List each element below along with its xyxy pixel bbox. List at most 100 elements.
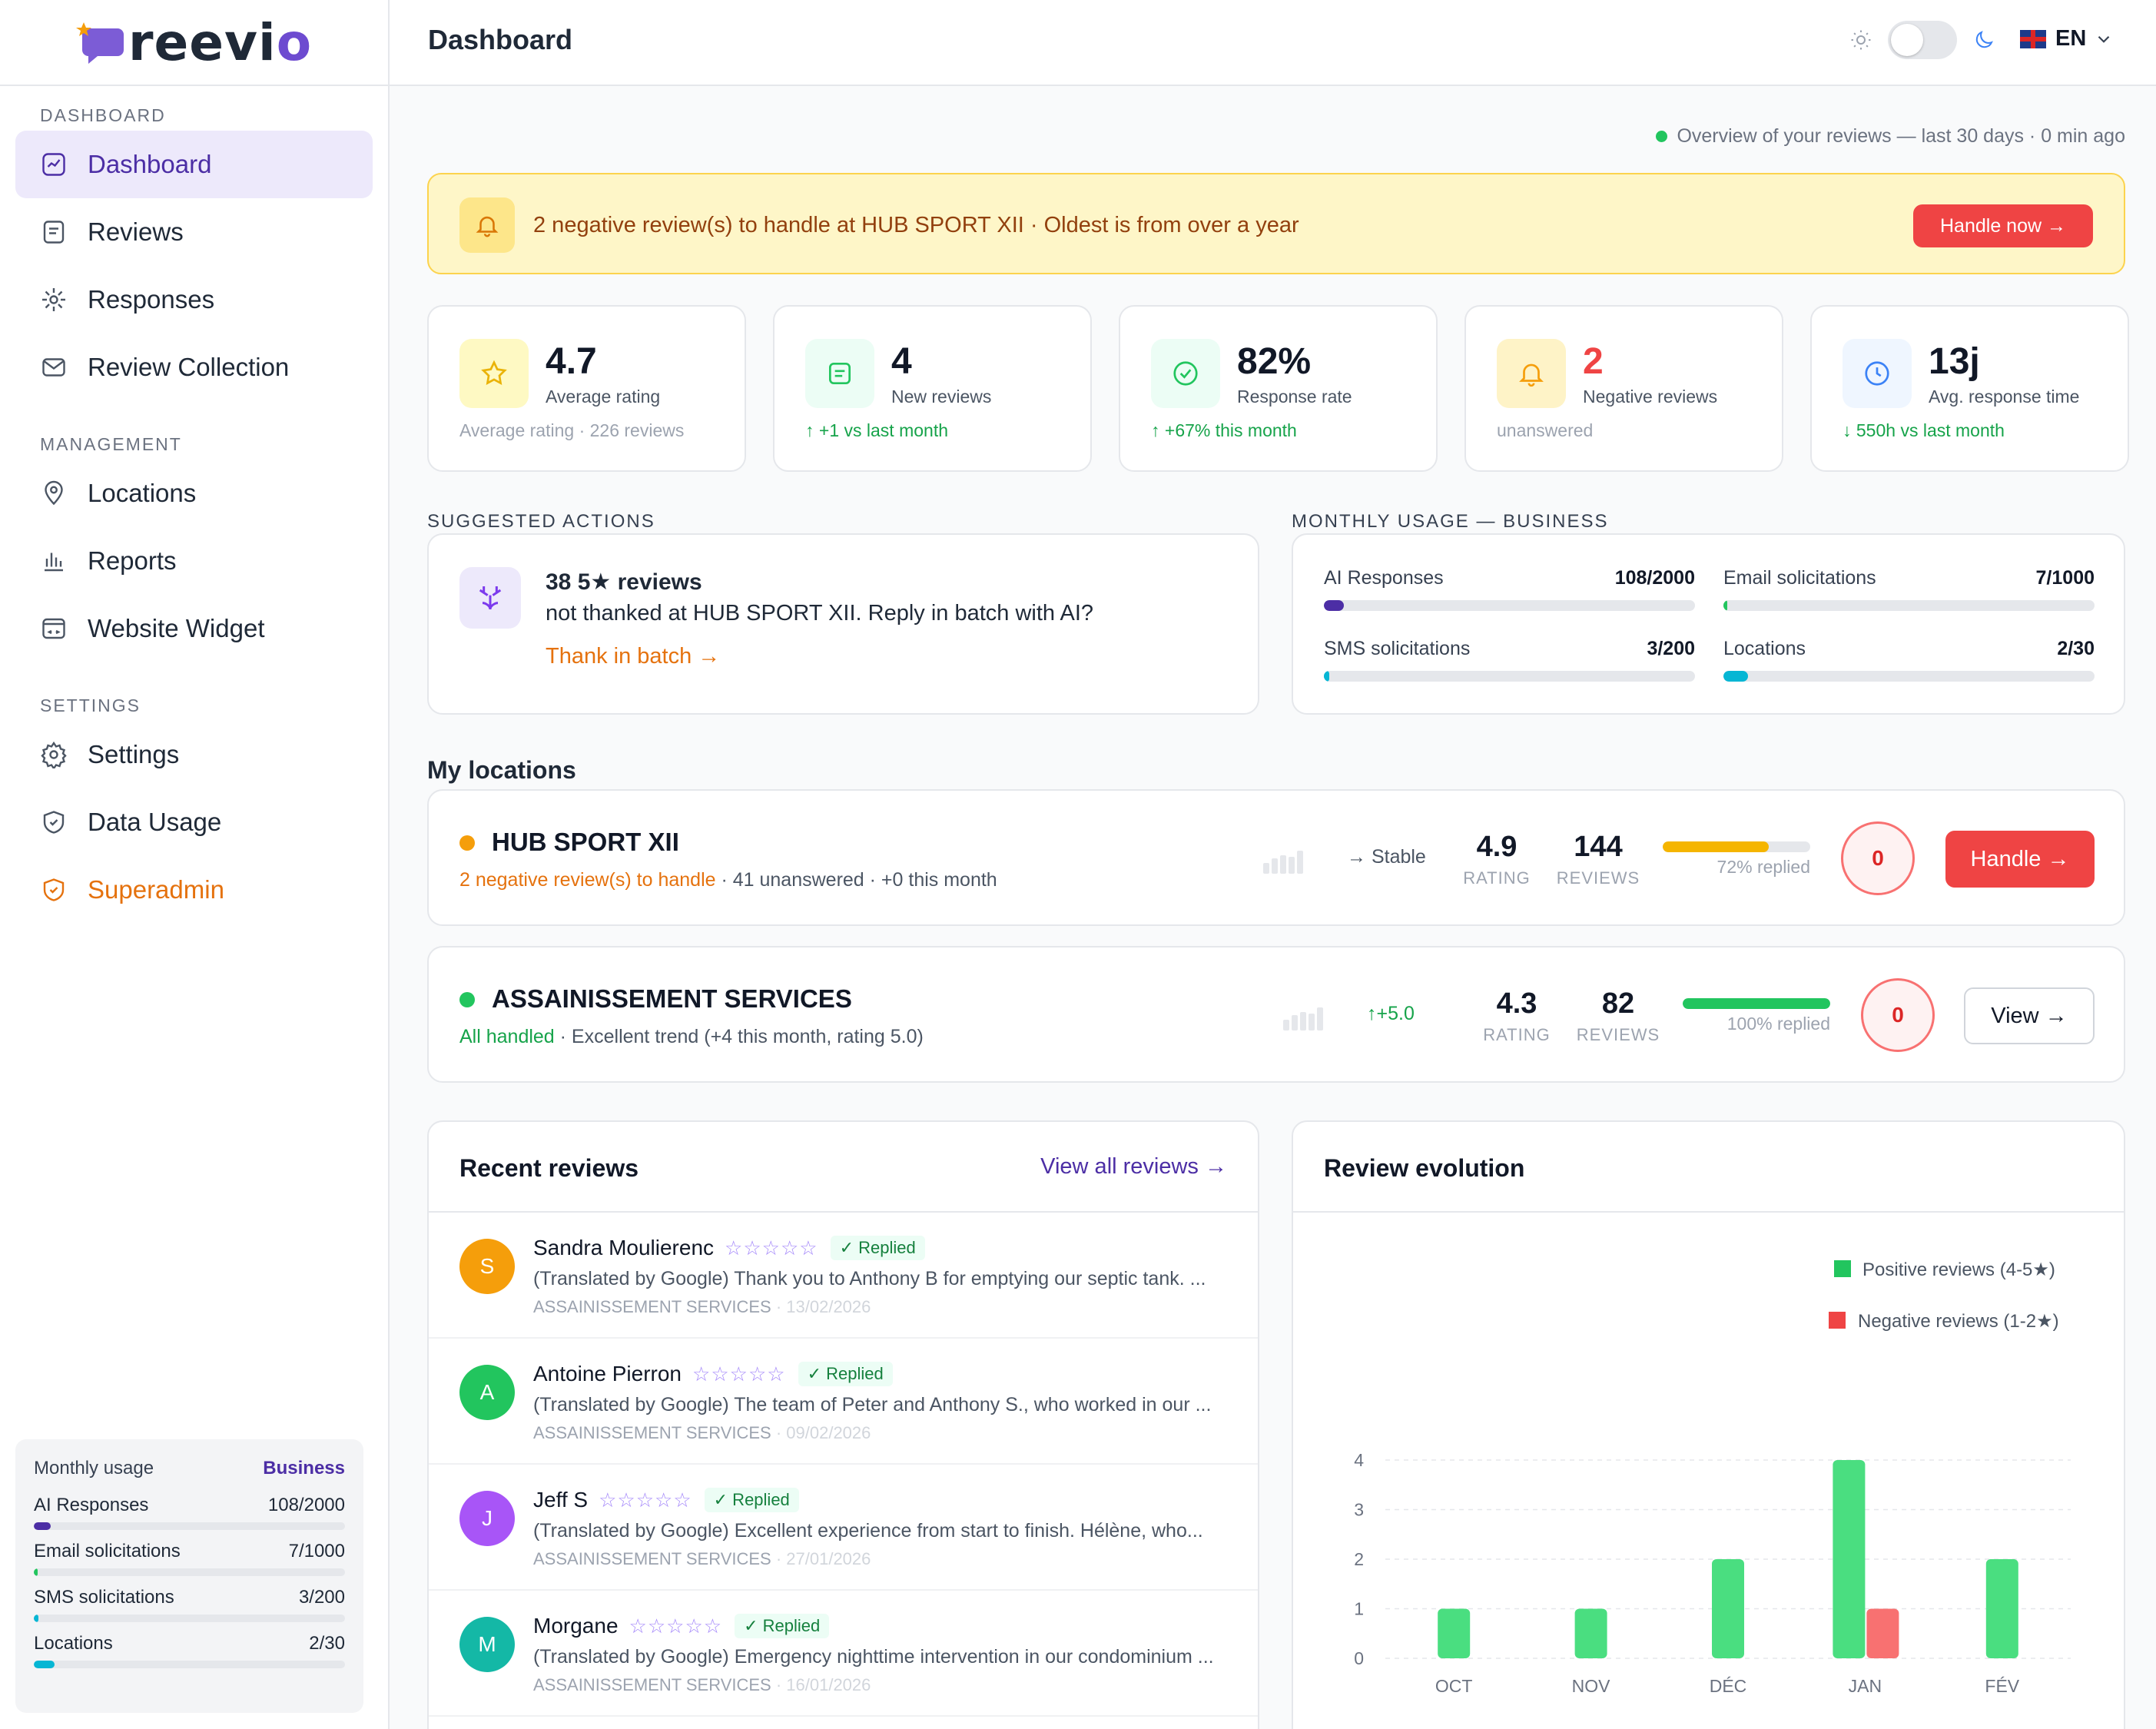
usage-fill [34, 1615, 39, 1622]
stat-value: 82% [1237, 341, 1312, 382]
stat-label: Avg. response time [1929, 387, 2080, 407]
usage-label: AI Responses [34, 1495, 149, 1515]
pending-count-badge[interactable]: 0 [1861, 978, 1935, 1052]
stat-card-negative-reviews[interactable]: 2 Negative reviews unanswered [1464, 305, 1783, 472]
location-detail: · 41 unanswered · +0 this month [715, 869, 997, 891]
location-card[interactable]: ASSAINISSEMENT SERVICES All handled · Exc… [427, 946, 2125, 1083]
review-row[interactable]: S Sandra Moulierenc ☆☆☆☆☆ ✓ Replied (Transla… [429, 1213, 1258, 1339]
nav-section-settings: SETTINGS [40, 695, 141, 715]
review-row[interactable]: A Antoine Pierron ☆☆☆☆☆ ✓ Replied (Translate… [429, 1339, 1258, 1465]
stat-label: Response rate [1237, 387, 1352, 407]
rating-metric: 4.3 RATING [1478, 987, 1555, 1045]
trend-sparkline-icon [1283, 1004, 1325, 1030]
sidebar-nav: DASHBOARD Dashboard Reviews Responses Review… [0, 86, 388, 924]
bar-negative-jan[interactable] [1866, 1608, 1899, 1659]
usage-label: Locations [34, 1633, 113, 1654]
theme-switcher [1849, 21, 1995, 59]
stat-value: 4.7 [546, 341, 597, 382]
page-title: Dashboard [428, 24, 573, 55]
handle-button[interactable]: Handle → [1945, 831, 2095, 888]
replied-progress [1683, 998, 1830, 1009]
reviews-icon [43, 221, 65, 244]
review-row[interactable]: M Morgane ☆☆☆☆☆ ✓ Replied (Translated by Goo… [429, 1591, 1258, 1717]
x-tick-label: JAN [1849, 1676, 1882, 1696]
sidebar-item-settings[interactable]: Settings [15, 721, 373, 788]
review-text: (Translated by Google) Excellent experie… [533, 1520, 1203, 1541]
usage-meter: SMS solicitations 3/200 [1324, 638, 1695, 682]
topbar: Dashboard EN [390, 0, 2156, 86]
stat-card-response-rate[interactable]: 82% Response rate ↑ +67% this month [1119, 305, 1438, 472]
thank-in-batch-link[interactable]: Thank in batch → [546, 644, 721, 669]
sidebar-item-reviews[interactable]: Reviews [15, 198, 373, 266]
language-code: EN [2055, 26, 2087, 51]
sidebar-item-label: Reports [88, 546, 177, 575]
y-tick-label: 0 [1354, 1648, 1364, 1668]
status-dot-icon [459, 835, 475, 851]
sidebar-item-locations[interactable]: Locations [15, 460, 373, 527]
location-summary: 2 negative review(s) to handle · 41 unan… [459, 869, 997, 891]
stat-value: 13j [1929, 341, 1980, 382]
location-status: All handled [459, 1026, 555, 1047]
usage-row: Locations 2/30 [34, 1633, 345, 1654]
usage-plan[interactable]: Business [263, 1458, 345, 1478]
negative-review-alert: 2 negative review(s) to handle at HUB SP… [427, 173, 2125, 274]
pending-count-badge[interactable]: 0 [1841, 821, 1915, 895]
location-card[interactable]: HUB SPORT XII 2 negative review(s) to han… [427, 789, 2125, 926]
y-tick-label: 3 [1354, 1500, 1364, 1520]
review-date: · 27/01/2026 [775, 1549, 871, 1568]
avatar: A [459, 1365, 515, 1420]
review-date: · 13/02/2026 [775, 1297, 871, 1316]
reviewer-line: Jeff S ☆☆☆☆☆ ✓ Replied [533, 1488, 799, 1512]
legend-label: Positive reviews (4-5★) [1862, 1259, 2055, 1280]
bar-positive-déc[interactable] [1712, 1559, 1744, 1658]
trend-label: → Stable [1347, 846, 1426, 868]
stat-card-average-rating[interactable]: 4.7 Average rating Average rating · 226 re… [427, 305, 746, 472]
review-row[interactable]: J Jeff S ☆☆☆☆☆ ✓ Replied (Translated by Goog… [429, 1465, 1258, 1591]
theme-toggle[interactable] [1888, 21, 1957, 59]
monthly-usage-label: MONTHLY USAGE — BUSINESS [1292, 511, 1609, 532]
bar-positive-nov[interactable] [1574, 1608, 1607, 1659]
sidebar-item-website-widget[interactable]: Website Widget [15, 595, 373, 662]
moon-icon [1975, 31, 1993, 48]
bell-icon [459, 197, 515, 253]
responses-icon [42, 288, 65, 311]
rating-label: RATING [1483, 1025, 1551, 1044]
handle-now-button[interactable]: Handle now → [1913, 204, 2093, 247]
bar-positive-oct[interactable] [1438, 1608, 1471, 1659]
replied-fill [1683, 998, 1830, 1009]
bar-chart-icon [45, 553, 63, 572]
review-location: ASSAINISSEMENT SERVICES [533, 1549, 776, 1568]
usage-fill [1324, 600, 1345, 611]
stat-card-avg-response-time[interactable]: 13j Avg. response time ↓ 550h vs last mont… [1810, 305, 2129, 472]
trend-label: ↑+5.0 [1367, 1003, 1415, 1024]
view-all-reviews-link[interactable]: View all reviews → [1040, 1154, 1227, 1179]
message-icon [805, 339, 874, 408]
usage-meter: AI Responses 108/2000 [1324, 567, 1695, 611]
view-button[interactable]: View → [1964, 987, 2095, 1044]
sidebar-item-reports[interactable]: Reports [15, 527, 373, 595]
sidebar-item-responses[interactable]: Responses [15, 266, 373, 334]
sidebar-item-dashboard[interactable]: Dashboard [15, 131, 373, 198]
review-text: (Translated by Google) Thank you to Anth… [533, 1268, 1206, 1289]
logo[interactable]: reevio [0, 0, 388, 86]
language-selector[interactable]: EN [2020, 26, 2114, 51]
suggested-title: 38 5★ reviews [546, 569, 702, 595]
stat-subtext: Average rating · 226 reviews [459, 420, 685, 440]
my-locations-title: My locations [427, 756, 576, 784]
sidebar-item-superadmin[interactable]: Superadmin [15, 856, 373, 924]
sidebar-item-data-usage[interactable]: Data Usage [15, 788, 373, 856]
usage-row: SMS solicitations 3/200 [34, 1587, 345, 1608]
sidebar-item-review-collection[interactable]: Review Collection [15, 334, 373, 401]
location-status: 2 negative review(s) to handle [459, 869, 716, 891]
usage-label: AI Responses [1324, 567, 1444, 589]
bar-positive-jan[interactable] [1833, 1460, 1866, 1658]
stat-card-new-reviews[interactable]: 4 New reviews ↑ +1 vs last month [773, 305, 1092, 472]
location-name: ASSAINISSEMENT SERVICES [492, 984, 852, 1013]
usage-row: AI Responses 108/2000 [34, 1495, 345, 1516]
bar-positive-fév[interactable] [1985, 1559, 2018, 1658]
avatar: M [459, 1617, 515, 1672]
review-text: (Translated by Google) Emergency nightti… [533, 1646, 1214, 1668]
usage-label: SMS solicitations [1324, 638, 1471, 659]
chevron-down-icon [2098, 35, 2110, 43]
sidebar-usage: Monthly usage Business AI Responses 108/20… [15, 1439, 363, 1713]
